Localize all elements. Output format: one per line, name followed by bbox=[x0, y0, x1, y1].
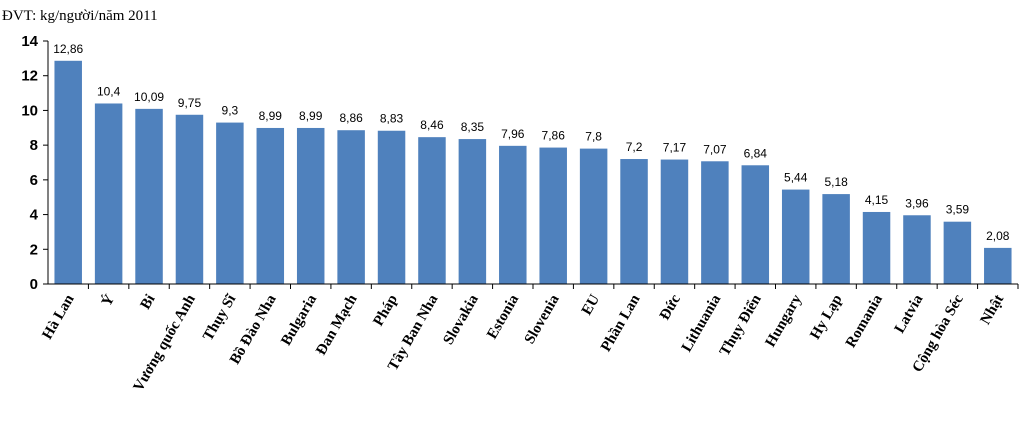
bar bbox=[862, 211, 891, 284]
x-tick-label: EU bbox=[579, 292, 603, 318]
y-tick-label: 4 bbox=[30, 207, 39, 224]
x-tick-label: Romania bbox=[843, 292, 886, 351]
x-tick-label: Hà Lan bbox=[39, 291, 78, 342]
data-label: 8,46 bbox=[420, 118, 444, 132]
x-tick-label: Hungary bbox=[763, 292, 806, 350]
bar bbox=[943, 221, 972, 284]
y-tick-label: 14 bbox=[21, 33, 38, 50]
bar bbox=[175, 114, 204, 285]
unit-label: ĐVT: kg/người/năm 2011 bbox=[2, 8, 158, 24]
data-label: 7,96 bbox=[501, 127, 525, 141]
x-tick-label: Lithuania bbox=[679, 292, 725, 355]
bar bbox=[499, 145, 527, 284]
data-label: 8,99 bbox=[259, 109, 283, 123]
data-labels: 12,86 10,4 10,09 9,75 9,3 8,99 8,99 8,86 8,83 8,4… bbox=[53, 42, 1010, 243]
data-label: 7,2 bbox=[626, 140, 643, 154]
x-tick-label: Pháp bbox=[370, 292, 401, 329]
data-label: 8,35 bbox=[461, 120, 485, 134]
bar bbox=[296, 127, 325, 284]
y-axis-ticks: 0 2 4 6 8 10 12 14 bbox=[21, 33, 48, 293]
y-tick-label: 10 bbox=[21, 102, 38, 119]
y-tick-label: 12 bbox=[21, 68, 38, 85]
data-label: 8,99 bbox=[299, 109, 323, 123]
bar bbox=[579, 148, 608, 284]
data-label: 5,18 bbox=[824, 175, 848, 189]
x-tick-label: Slovakia bbox=[440, 292, 482, 348]
x-tick-label: Ý bbox=[98, 291, 118, 309]
data-label: 10,4 bbox=[97, 84, 121, 98]
data-label: 3,96 bbox=[905, 196, 929, 210]
bar bbox=[216, 122, 244, 284]
x-tick-label: Bulgaria bbox=[278, 292, 320, 349]
data-label: 7,17 bbox=[663, 141, 687, 155]
bar bbox=[135, 108, 163, 285]
x-tick-label: Latvia bbox=[892, 292, 927, 337]
bar bbox=[701, 161, 729, 284]
bar bbox=[822, 194, 850, 284]
bar bbox=[418, 137, 446, 284]
bar bbox=[903, 215, 931, 284]
x-tick-label: Thụy Điển bbox=[717, 291, 765, 358]
data-label: 7,8 bbox=[585, 130, 602, 144]
y-tick-label: 0 bbox=[30, 276, 38, 293]
x-tick-label: Nhật bbox=[978, 292, 1008, 327]
x-tick-label: Đan Mạch bbox=[313, 291, 361, 358]
y-tick-label: 6 bbox=[30, 172, 38, 189]
y-tick-label: 8 bbox=[30, 137, 38, 154]
data-label: 4,15 bbox=[865, 193, 889, 207]
bar bbox=[539, 147, 567, 284]
x-tick-label: Estonia bbox=[484, 292, 522, 342]
data-label: 7,07 bbox=[703, 142, 727, 156]
data-label: 6,84 bbox=[744, 146, 768, 160]
bar bbox=[377, 130, 406, 284]
x-tick-label: Thụy Sĩ bbox=[200, 291, 239, 343]
x-tick-label: Bỉ bbox=[138, 292, 159, 312]
bar bbox=[741, 165, 770, 284]
x-tick-label: Hy Lạp bbox=[807, 292, 845, 342]
bar bbox=[54, 60, 82, 285]
data-label: 5,44 bbox=[784, 171, 808, 185]
bar bbox=[620, 159, 648, 284]
data-label: 10,09 bbox=[134, 90, 164, 104]
bar bbox=[256, 127, 285, 284]
data-label: 2,08 bbox=[986, 229, 1010, 243]
data-label: 9,75 bbox=[178, 96, 202, 110]
data-label: 9,3 bbox=[222, 104, 239, 118]
bar bbox=[458, 139, 487, 284]
bar bbox=[781, 189, 810, 284]
bar bbox=[94, 103, 123, 284]
data-label: 7,86 bbox=[542, 129, 566, 143]
data-label: 12,86 bbox=[53, 42, 83, 56]
x-tick-label: Slovenia bbox=[522, 292, 563, 347]
x-tick-label: Phần Lan bbox=[598, 291, 644, 354]
bar bbox=[984, 247, 1012, 284]
x-tick-label: Đức bbox=[657, 292, 684, 323]
data-label: 3,59 bbox=[946, 203, 970, 217]
data-label: 8,83 bbox=[380, 112, 404, 126]
data-label: 8,86 bbox=[339, 111, 363, 125]
bar bbox=[660, 159, 689, 284]
bar bbox=[337, 130, 365, 284]
bars bbox=[54, 60, 1012, 285]
y-tick-label: 2 bbox=[30, 241, 38, 258]
